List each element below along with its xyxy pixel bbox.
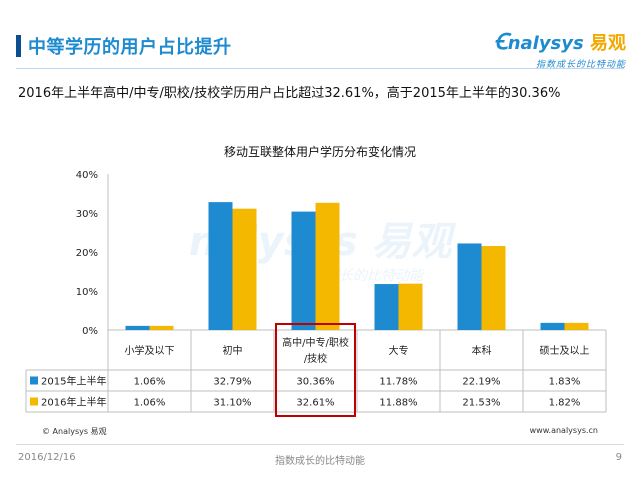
source-url: www.analysys.cn — [529, 426, 598, 435]
legend-label: 2016年上半年 — [41, 396, 106, 409]
title-accent-bar — [16, 35, 21, 57]
category-label: 高中/中专/职校 — [282, 336, 349, 349]
bar-2016年上半年-大专 — [398, 283, 423, 330]
data-label: 1.06% — [134, 398, 166, 409]
category-label: 小学及以下 — [125, 344, 175, 357]
y-tick-label: 20% — [76, 248, 98, 259]
page-title: 中等学历的用户占比提升 — [28, 37, 232, 58]
bar-2015年上半年-硕士及以上 — [540, 322, 565, 330]
bar-2016年上半年-高中/中专/职校/技校 — [315, 202, 340, 330]
legend-swatch-2016年上半年 — [30, 397, 38, 406]
analysys-logo: Ꞓnalysys 易观 指数成长的比特动能 — [494, 26, 626, 70]
bar-2016年上半年-本科 — [481, 246, 506, 330]
logo-text: nalysys — [507, 33, 584, 54]
legend-label: 2015年上半年 — [41, 375, 106, 388]
category-label: 硕士及以上 — [540, 344, 590, 357]
bar-2015年上半年-大专 — [374, 284, 399, 330]
logo-tagline: 指数成长的比特动能 — [535, 60, 626, 70]
bar-2015年上半年-小学及以下 — [125, 325, 150, 330]
footer-divider — [16, 444, 624, 445]
highlight-box — [275, 323, 356, 417]
category-label: 大专 — [389, 344, 409, 357]
logo-cn: 易观 — [590, 33, 626, 54]
legend-swatch-2015年上半年 — [30, 376, 38, 385]
bar-2015年上半年-初中 — [208, 202, 233, 330]
data-label: 30.36% — [296, 377, 334, 388]
page-number: 9 — [615, 452, 622, 463]
category-label: 初中 — [223, 344, 243, 357]
title-divider — [16, 68, 624, 69]
chart-title: 移动互联整体用户学历分布变化情况 — [223, 145, 416, 159]
y-tick-label: 40% — [76, 170, 98, 181]
bar-2016年上半年-初中 — [232, 208, 257, 330]
source-left: © Analysys 易观 — [42, 427, 107, 436]
data-label: 11.78% — [379, 377, 417, 388]
category-label: /技校 — [304, 352, 327, 365]
logo-a-swoosh-icon: Ꞓ — [494, 30, 508, 55]
data-label: 1.06% — [134, 377, 166, 388]
bar-2015年上半年-本科 — [457, 243, 482, 330]
bar-2016年上半年-硕士及以上 — [564, 322, 589, 330]
y-tick-label: 30% — [76, 209, 98, 220]
data-label: 31.10% — [213, 398, 251, 409]
logo-wordmark: Ꞓnalysys 易观 — [494, 26, 626, 56]
y-tick-label: 0% — [82, 326, 98, 337]
data-label: 21.53% — [462, 398, 500, 409]
footer-slogan: 指数成长的比特动能 — [275, 456, 365, 467]
data-label: 1.83% — [549, 377, 581, 388]
data-label: 32.79% — [213, 377, 251, 388]
y-tick-label: 10% — [76, 287, 98, 298]
data-label: 11.88% — [379, 398, 417, 409]
slide-subtitle: 2016年上半年高中/中专/职校/技校学历用户占比超过32.61%，高于2015… — [18, 86, 561, 101]
data-label: 22.19% — [462, 377, 500, 388]
bar-2016年上半年-小学及以下 — [149, 325, 174, 330]
footer-date: 2016/12/16 — [18, 452, 76, 463]
data-label: 1.82% — [549, 398, 581, 409]
bar-2015年上半年-高中/中专/职校/技校 — [291, 211, 316, 330]
data-label: 32.61% — [296, 398, 334, 409]
category-label: 本科 — [472, 344, 492, 357]
